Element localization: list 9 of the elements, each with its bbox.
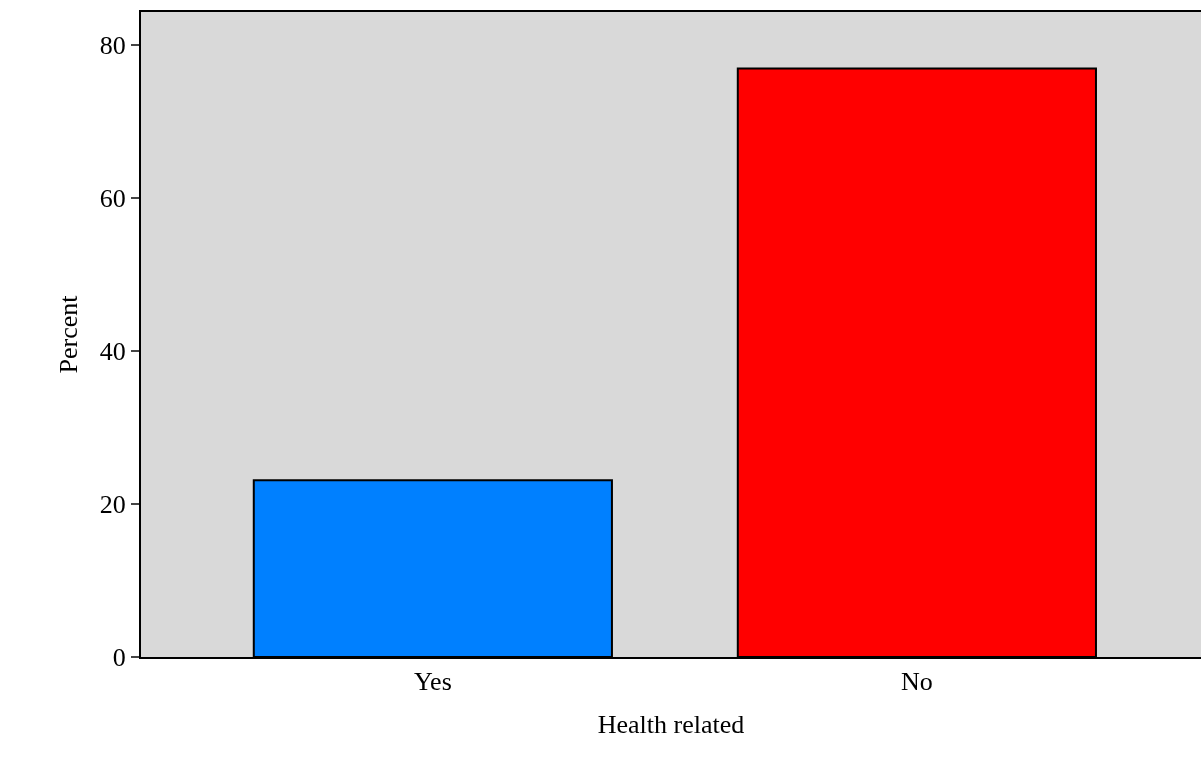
y-tick-label: 20: [99, 490, 126, 520]
y-tick-label: 60: [99, 184, 126, 214]
y-axis-title: Percent: [53, 294, 83, 374]
y-tick-label: 80: [99, 31, 126, 60]
y-tick-label: 40: [99, 337, 126, 367]
x-tick-label: Yes: [413, 667, 452, 697]
x-axis-title: Health related: [597, 710, 745, 740]
x-tick-label: No: [900, 667, 933, 697]
y-tick-label: 0: [112, 643, 126, 673]
